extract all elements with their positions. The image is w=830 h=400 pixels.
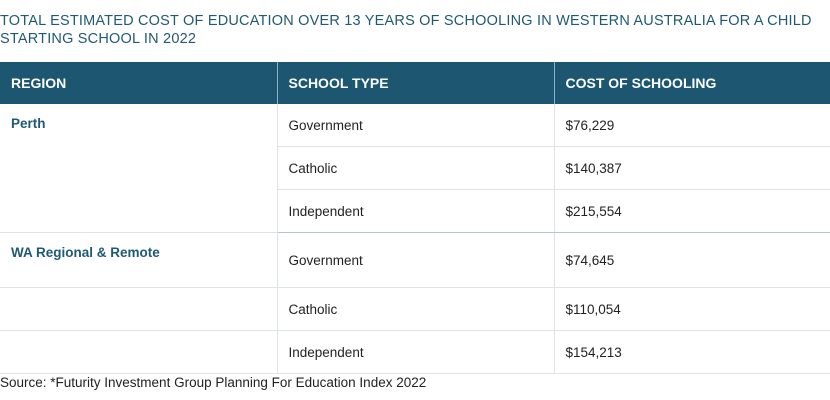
region-cell-empty — [0, 287, 278, 331]
school-type-cell: Government — [277, 232, 555, 288]
region-cell-perth: Perth — [0, 104, 278, 233]
table-row: Perth Government $76,229 — [0, 104, 830, 233]
header-region: REGION — [0, 62, 278, 104]
cost-cell: $110,054 — [554, 287, 830, 331]
table-row: Independent $215,554 — [0, 189, 830, 233]
table-row: Catholic $110,054 — [0, 287, 830, 331]
school-type-cell: Catholic — [277, 287, 555, 331]
school-type-cell: Independent — [277, 330, 555, 374]
school-type-cell: Government — [277, 104, 555, 147]
cost-cell: $76,229 — [554, 104, 830, 147]
table-title: TOTAL ESTIMATED COST OF EDUCATION OVER 1… — [0, 13, 812, 47]
table-row: Independent $154,213 — [0, 330, 830, 374]
cost-cell: $74,645 — [554, 232, 830, 288]
school-type-cell: Catholic — [277, 146, 555, 190]
cost-table: REGION SCHOOL TYPE COST OF SCHOOLING Per… — [0, 62, 830, 374]
header-school-type: SCHOOL TYPE — [277, 62, 555, 104]
school-type-cell: Independent — [277, 189, 555, 233]
header-cost: COST OF SCHOOLING — [554, 62, 830, 104]
table-row: Catholic $140,387 — [0, 146, 830, 190]
cost-cell: $140,387 — [554, 146, 830, 190]
region-cell-empty — [0, 330, 278, 374]
table-row: WA Regional & Remote Government $74,645 — [0, 232, 830, 288]
cost-cell: $215,554 — [554, 189, 830, 233]
table-header-row: REGION SCHOOL TYPE COST OF SCHOOLING — [0, 62, 830, 104]
source-note: Source: *Futurity Investment Group Plann… — [0, 375, 427, 390]
cost-cell: $154,213 — [554, 330, 830, 374]
region-cell-wa-regional: WA Regional & Remote — [0, 232, 278, 288]
